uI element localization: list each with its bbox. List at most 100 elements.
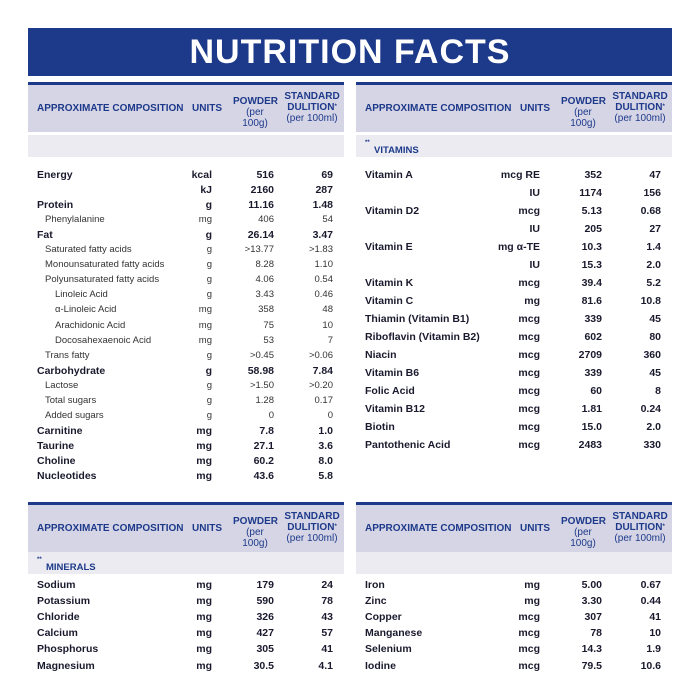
table-row: Magnesium mg 30.5 4.1 xyxy=(28,660,344,675)
row-name: Chloride xyxy=(37,611,80,624)
table-row: Protein g 11.16 1.48 xyxy=(28,199,344,214)
row-powder: 516 xyxy=(256,169,274,181)
band-minerals-mark: ** xyxy=(37,557,42,563)
row-unit: g xyxy=(206,349,212,361)
row-powder: 326 xyxy=(256,611,274,624)
row-name: Niacin xyxy=(365,349,397,361)
band-vitamins-label: VITAMINS ** xyxy=(365,140,419,156)
row-name: Energy xyxy=(37,169,73,181)
table-row: Iodine mcg 79.5 10.6 xyxy=(356,660,672,675)
header-standard-line1: STANDARD xyxy=(612,511,668,522)
row-standard: 2.0 xyxy=(646,259,661,271)
row-powder: 26.14 xyxy=(247,229,274,242)
table-row: Carbohydrate g 58.98 7.84 xyxy=(28,365,344,380)
row-powder: 75 xyxy=(263,319,274,331)
row-name: Manganese xyxy=(365,627,423,640)
row-powder: 2709 xyxy=(578,349,602,361)
row-name: Riboflavin (Vitamin B2) xyxy=(365,331,480,343)
header-standard-mark: * xyxy=(334,524,337,530)
row-unit: mg xyxy=(196,470,212,482)
row-name: Vitamin B12 xyxy=(365,403,425,415)
row-unit: mg xyxy=(524,295,540,307)
row-unit: g xyxy=(205,364,212,377)
row-unit: mg α-TE xyxy=(497,241,540,253)
row-name: Iodine xyxy=(365,659,396,672)
row-standard: 43 xyxy=(321,611,333,624)
row-unit: mg xyxy=(198,304,212,316)
row-powder: >0.45 xyxy=(249,349,274,361)
row-unit: mcg xyxy=(518,331,540,343)
table-row: Vitamin K mcg 39.4 5.2 xyxy=(356,277,672,292)
row-unit: mg xyxy=(196,595,212,608)
table-row: Iron mg 5.00 0.67 xyxy=(356,579,672,594)
row-powder: 39.4 xyxy=(581,277,602,289)
row-unit: mcg xyxy=(518,627,540,640)
table-row: IU 1174 156 xyxy=(356,187,672,202)
header-powder-sub: (per 100g) xyxy=(570,527,596,549)
row-unit: IU xyxy=(529,259,541,271)
row-standard: 78 xyxy=(321,595,333,608)
header-units: UNITS xyxy=(520,103,550,114)
panel-vitamins: APPROXIMATE COMPOSITION UNITS POWDER (per 1… xyxy=(356,82,672,492)
header-standard-line1: STANDARD xyxy=(612,91,668,102)
table-row: Riboflavin (Vitamin B2) mcg 602 80 xyxy=(356,331,672,346)
row-powder: 15.0 xyxy=(581,421,602,433)
row-standard: 80 xyxy=(649,331,661,343)
table-row: Monounsaturated fatty acids g 8.28 1.10 xyxy=(28,259,344,274)
row-standard: 8 xyxy=(655,385,661,397)
row-powder: 60.2 xyxy=(253,454,274,467)
table-row: Polyunsaturated fatty acids g 4.06 0.54 xyxy=(28,274,344,289)
row-name: Linoleic Acid xyxy=(55,289,108,301)
table-row: Arachidonic Acid mg 75 10 xyxy=(28,320,344,335)
row-name: Thiamin (Vitamin B1) xyxy=(365,313,470,325)
row-name: Polyunsaturated fatty acids xyxy=(45,274,160,286)
row-standard: 48 xyxy=(322,304,333,316)
row-powder: 305 xyxy=(256,643,274,656)
row-standard: 1.9 xyxy=(646,643,661,656)
row-standard: 10 xyxy=(649,627,661,640)
row-powder: 358 xyxy=(258,304,274,316)
row-unit: mcg xyxy=(518,643,540,656)
row-name: Monounsaturated fatty acids xyxy=(45,259,165,271)
band-minerals: MINERALS ** xyxy=(28,552,344,574)
row-unit: mcg xyxy=(518,205,540,217)
header-composition: APPROXIMATE COMPOSITION xyxy=(365,103,512,114)
row-standard: 3.47 xyxy=(312,229,333,242)
header-standard-line2: DULITION* xyxy=(612,102,668,113)
row-powder: 1.28 xyxy=(255,394,275,406)
row-standard: 1.48 xyxy=(312,199,333,212)
row-name: Iron xyxy=(365,579,385,591)
header-standard-sub: (per 100ml) xyxy=(614,533,666,544)
row-unit: mg xyxy=(196,627,212,640)
table-row: Nucleotides mg 43.6 5.8 xyxy=(28,470,344,485)
row-standard: 0 xyxy=(327,409,333,421)
row-unit: g xyxy=(206,289,212,301)
row-powder: 78 xyxy=(590,627,602,640)
row-unit: g xyxy=(206,244,212,256)
header-powder-label: POWDER xyxy=(233,516,278,527)
row-standard: 69 xyxy=(321,169,333,181)
row-unit: mg xyxy=(524,579,540,591)
header-powder-sub: (per 100g) xyxy=(242,527,268,549)
row-standard: 41 xyxy=(649,611,661,624)
table-row: Calcium mg 427 57 xyxy=(28,627,344,642)
row-unit: g xyxy=(206,259,212,271)
row-standard: 3.6 xyxy=(318,439,333,452)
row-unit: mg xyxy=(196,643,212,656)
row-powder: 339 xyxy=(584,367,602,379)
row-powder: >13.77 xyxy=(244,244,274,256)
row-standard: 287 xyxy=(315,184,333,197)
row-powder: 3.43 xyxy=(255,289,275,301)
table-row: Taurine mg 27.1 3.6 xyxy=(28,440,344,455)
header-powder: POWDER (per 100g) xyxy=(561,96,606,129)
header-powder-sub: (per 100g) xyxy=(242,107,268,129)
row-name: Arachidonic Acid xyxy=(55,319,126,331)
row-powder: 15.3 xyxy=(581,259,602,271)
row-name: Phenylalanine xyxy=(45,214,105,226)
row-standard: >0.20 xyxy=(308,379,333,391)
row-powder: 179 xyxy=(256,579,274,591)
row-unit: kJ xyxy=(200,184,212,197)
table-row: Linoleic Acid g 3.43 0.46 xyxy=(28,289,344,304)
row-powder: 81.6 xyxy=(581,295,602,307)
table-row: Sodium mg 179 24 xyxy=(28,579,344,594)
